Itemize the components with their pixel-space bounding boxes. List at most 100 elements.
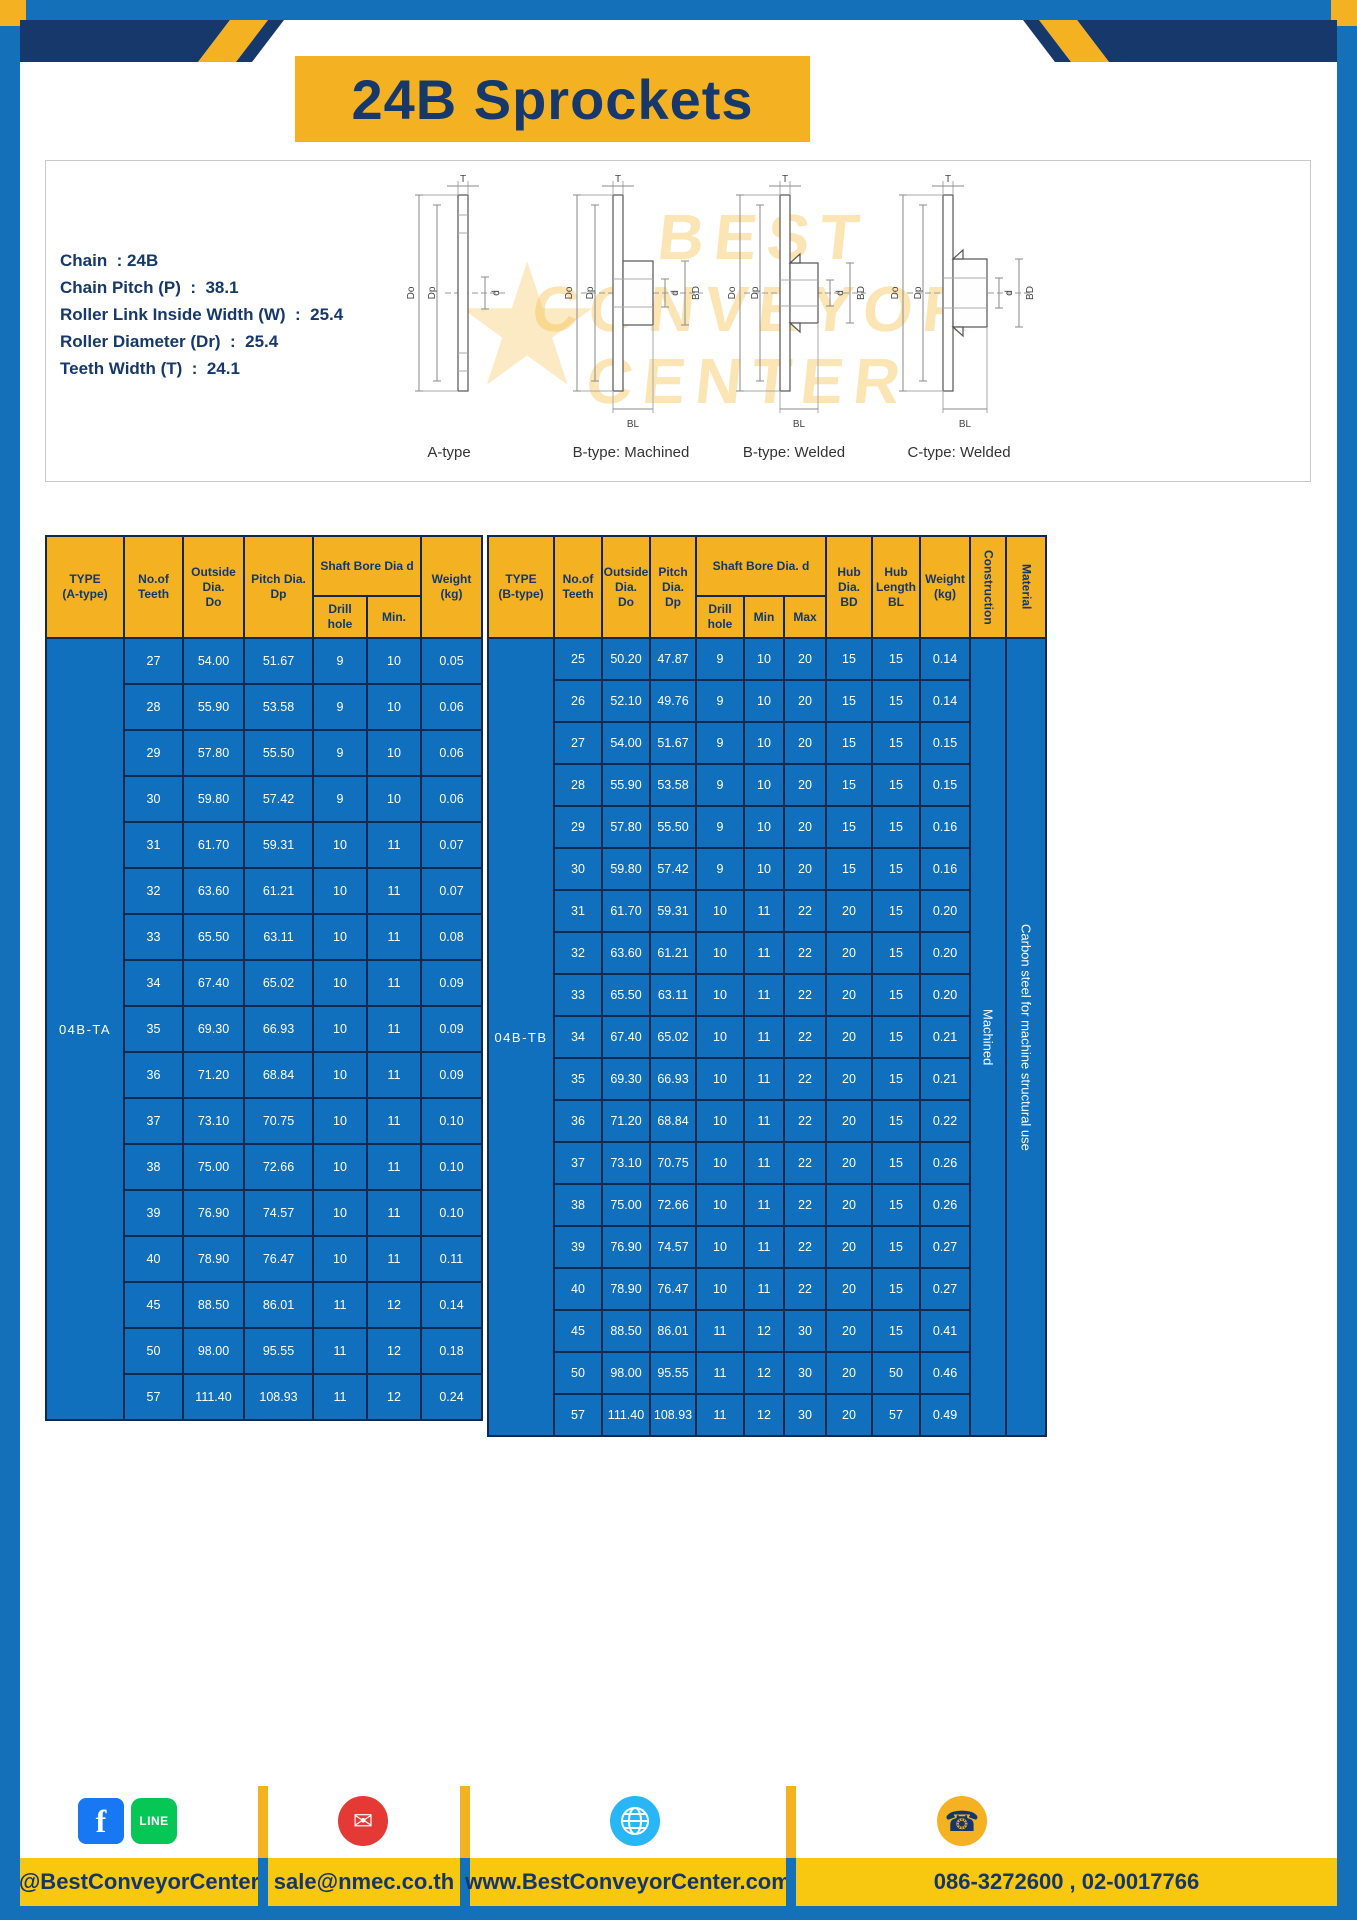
table-cell: 59.31 (651, 891, 695, 931)
diagram-caption: B-type: Machined (572, 444, 690, 461)
table-cell: 22 (785, 933, 825, 973)
table-cell: 10 (314, 1145, 366, 1189)
table-cell: 27 (555, 723, 601, 763)
col-header-shaft-bore-group: Shaft Bore Dia d (314, 537, 420, 595)
star-watermark-icon: ★ (451, 231, 604, 421)
table-cell: 57 (125, 1375, 182, 1419)
sprocket-drawing-b-machined: Do Dp d BD T BL (564, 174, 703, 430)
table-cell: 0.14 (921, 639, 969, 679)
col-header-min: Min. (368, 597, 420, 637)
table-cell: 15 (873, 1059, 919, 1099)
facebook-handle[interactable]: @BestConveyorCenter (18, 1869, 260, 1894)
material-header-label: Material (1019, 564, 1034, 610)
svg-text:Dp: Dp (427, 286, 438, 299)
table-cell: 50 (125, 1329, 182, 1373)
table-cell: 0.09 (422, 1007, 481, 1051)
svg-text:BL: BL (793, 419, 806, 430)
table-cell: 61.21 (651, 933, 695, 973)
table-cell: 22 (785, 1101, 825, 1141)
table-cell: 15 (873, 1185, 919, 1225)
table-cell: 22 (785, 891, 825, 931)
table-cell: 11 (745, 1101, 783, 1141)
table-cell: 10 (697, 1269, 743, 1309)
table-cell: 11 (697, 1353, 743, 1393)
table-cell: 66.93 (651, 1059, 695, 1099)
table-cell: 0.14 (422, 1283, 481, 1327)
material-value-label: Carbon steel for machine structural use (1018, 923, 1034, 1151)
contact-website[interactable]: www.BestConveyorCenter.com (465, 1869, 791, 1894)
phone-icon[interactable]: ☎ (937, 1796, 987, 1846)
table-cell: 10 (697, 1143, 743, 1183)
contact-phone[interactable]: 086-3272600 , 02-0017766 (933, 1869, 1200, 1894)
footer-divider (258, 1786, 268, 1858)
table-cell: 0.06 (422, 777, 481, 821)
table-cell: 53.58 (651, 765, 695, 805)
facebook-icon[interactable]: f (78, 1798, 124, 1844)
col-header-hub-dia: Hub Dia. BD (827, 537, 871, 637)
line-app-icon[interactable]: LINE (131, 1798, 177, 1844)
table-cell: 38 (125, 1145, 182, 1189)
table-cell: 22 (785, 975, 825, 1015)
table-cell: 11 (368, 869, 420, 913)
table-cell: 11 (697, 1395, 743, 1435)
table-cell: 39 (125, 1191, 182, 1235)
table-cell: 9 (314, 777, 366, 821)
table-cell: 0.18 (422, 1329, 481, 1373)
table-cell: 0.27 (921, 1269, 969, 1309)
chain-specs: Chain : 24B Chain Pitch (P) : 38.1 Rolle… (60, 247, 343, 382)
table-cell: 0.21 (921, 1017, 969, 1057)
footer-divider (460, 1786, 470, 1858)
table-cell: 68.84 (651, 1101, 695, 1141)
table-cell: 11 (368, 1237, 420, 1281)
table-cell: 55.90 (603, 765, 649, 805)
table-cell: 9 (314, 685, 366, 729)
svg-text:Dp: Dp (913, 286, 924, 299)
title-band: 24B Sprockets (295, 56, 810, 142)
table-cell: 15 (827, 765, 871, 805)
table-cell: 61.70 (184, 823, 243, 867)
table-cell: 10 (697, 975, 743, 1015)
table-cell: 0.26 (921, 1143, 969, 1183)
table-cell: 9 (697, 681, 743, 721)
table-cell: 69.30 (603, 1059, 649, 1099)
table-cell: 22 (785, 1227, 825, 1267)
table-cell: 22 (785, 1143, 825, 1183)
table-cell: 0.15 (921, 723, 969, 763)
table-b-type: TYPE (B-type) No.of Teeth Outside Dia. D… (487, 535, 1047, 1437)
svg-text:d: d (1004, 290, 1015, 296)
table-cell: 12 (745, 1311, 783, 1351)
col-header-drill-hole: Drill hole (314, 597, 366, 637)
table-cell: 20 (827, 975, 871, 1015)
table-cell: 0.20 (921, 975, 969, 1015)
col-header-type: TYPE (B-type) (489, 537, 553, 637)
table-cell: 9 (697, 639, 743, 679)
contact-email[interactable]: sale@nmec.co.th (273, 1869, 455, 1894)
table-cell: 12 (745, 1353, 783, 1393)
table-cell: 88.50 (184, 1283, 243, 1327)
corner-stripes-left (20, 20, 284, 62)
table-cell: 0.09 (422, 1053, 481, 1097)
table-cell: 15 (873, 849, 919, 889)
svg-text:T: T (782, 174, 788, 185)
table-cell: 27 (125, 639, 182, 683)
table-cell: 11 (314, 1283, 366, 1327)
table-cell: 86.01 (651, 1311, 695, 1351)
table-cell: 15 (873, 933, 919, 973)
globe-icon[interactable] (610, 1796, 660, 1846)
corner-stripes-right (1023, 20, 1337, 62)
svg-text:Dp: Dp (750, 286, 761, 299)
svg-text:T: T (945, 174, 951, 185)
table-cell: 0.26 (921, 1185, 969, 1225)
email-icon[interactable]: ✉ (338, 1796, 388, 1846)
table-cell: 0.09 (422, 961, 481, 1005)
construction-header-label: Construction (981, 549, 996, 625)
table-cell: 11 (368, 1145, 420, 1189)
svg-text:d: d (835, 290, 846, 296)
table-cell: 11 (745, 1143, 783, 1183)
col-header-pitch-dia: Pitch Dia. Dp (245, 537, 312, 637)
table-cell: 65.02 (651, 1017, 695, 1057)
table-cell: 22 (785, 1269, 825, 1309)
table-cell: 69.30 (184, 1007, 243, 1051)
table-cell: 0.06 (422, 685, 481, 729)
table-cell: 11 (368, 823, 420, 867)
